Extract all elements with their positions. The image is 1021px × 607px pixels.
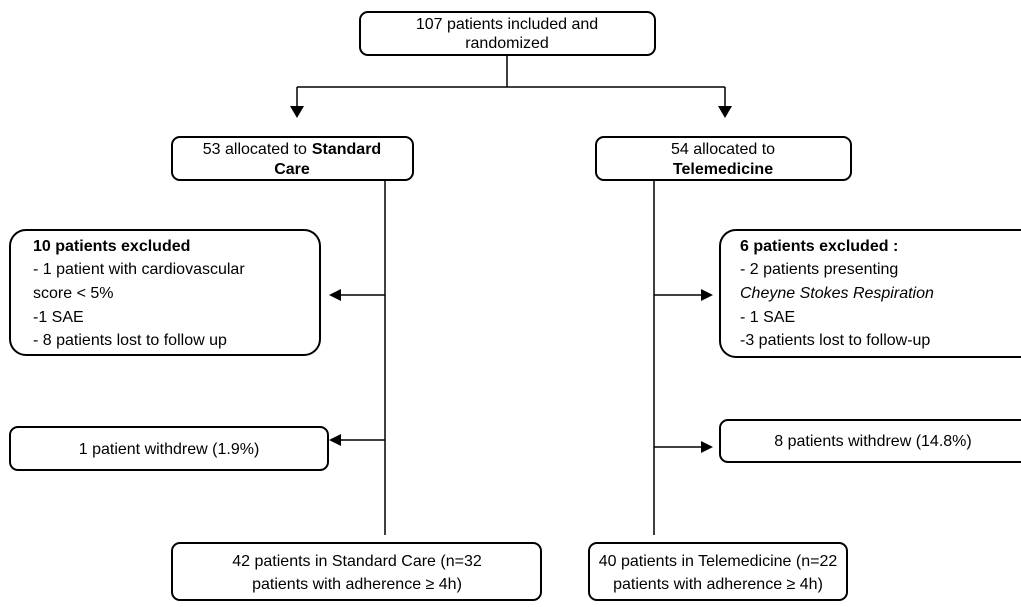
node-text: 8 patients withdrew (14.8%) xyxy=(774,433,971,450)
standard-allocation-box xyxy=(171,136,414,181)
node-text: 53 allocated to Standard xyxy=(203,141,381,158)
node-text-italic: Cheyne Stokes Respiration xyxy=(740,285,934,302)
split-connector xyxy=(296,55,726,106)
node-heading: 10 patients excluded xyxy=(33,238,190,255)
node-text: 107 patients included and xyxy=(416,16,598,33)
node-text: -1 SAE xyxy=(33,309,84,326)
arrow-head xyxy=(290,106,304,118)
node-text: -3 patients lost to follow-up xyxy=(740,332,930,349)
standard-withdrew-box xyxy=(9,426,329,471)
standard-final-box xyxy=(171,542,542,601)
node-text: patients with adherence ≥ 4h) xyxy=(252,576,462,593)
telemedicine-allocation-box xyxy=(595,136,852,181)
node-text-bold: Care xyxy=(274,161,310,178)
node-text: 40 patients in Telemedicine (n=22 xyxy=(599,553,838,570)
node-text: 53 allocated to xyxy=(203,141,307,158)
arrow-head xyxy=(701,289,713,301)
node-text: 1 patient withdrew (1.9%) xyxy=(79,441,260,458)
arrow-head xyxy=(701,441,713,453)
connectors xyxy=(290,55,732,535)
node-text: randomized xyxy=(465,35,549,52)
node-text: - 8 patients lost to follow up xyxy=(33,332,227,349)
node-text: score < 5% xyxy=(33,285,113,302)
node-text: patients with adherence ≥ 4h) xyxy=(613,576,823,593)
telemedicine-final-box xyxy=(588,542,848,601)
arrow-head xyxy=(329,434,341,446)
arrow-head xyxy=(718,106,732,118)
node-text: - 1 patient with cardiovascular xyxy=(33,261,245,278)
randomized-box xyxy=(359,11,656,56)
node-text-bold: Standard xyxy=(312,141,381,158)
telemedicine-withdrew-box xyxy=(719,419,1021,463)
node-text: - 2 patients presenting xyxy=(740,261,898,278)
node-text-bold: Telemedicine xyxy=(673,161,773,178)
node-text: 54 allocated to xyxy=(671,141,775,158)
node-text: 42 patients in Standard Care (n=32 xyxy=(232,553,482,570)
standard-excluded-box xyxy=(9,229,321,356)
node-text: - 1 SAE xyxy=(740,309,795,326)
node-heading: 6 patients excluded : xyxy=(740,238,898,255)
arrow-head xyxy=(329,289,341,301)
telemedicine-excluded-box xyxy=(719,229,1021,358)
